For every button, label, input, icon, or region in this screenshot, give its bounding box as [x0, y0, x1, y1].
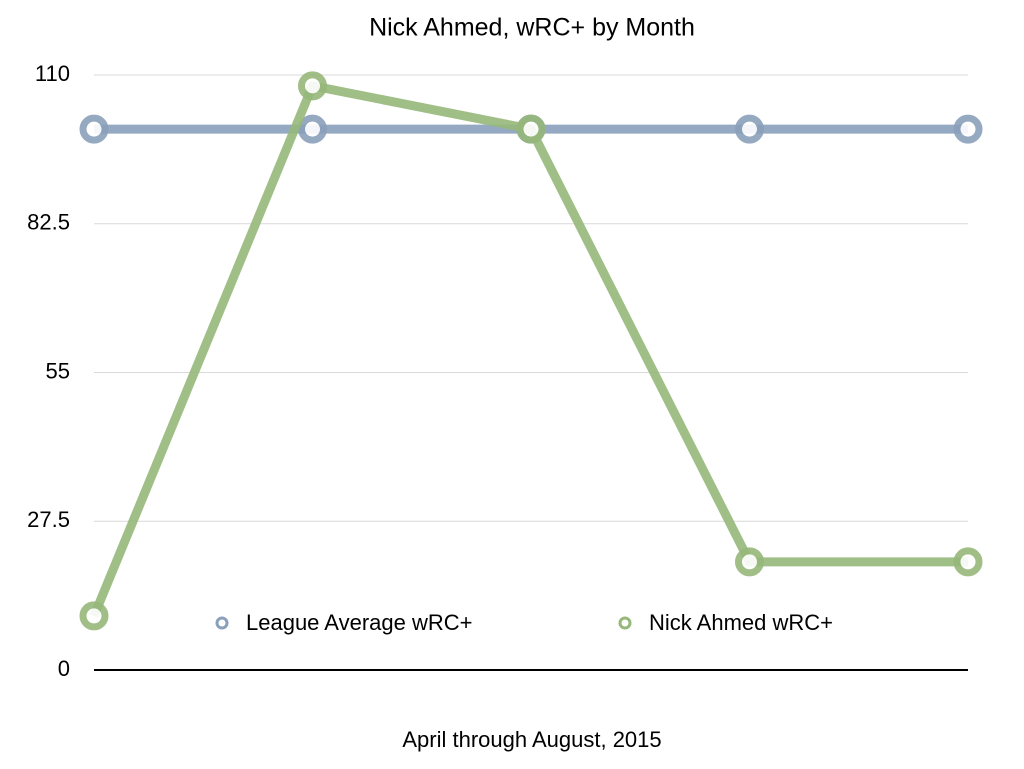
- y-tick-label: 82.5: [27, 210, 70, 235]
- data-point: [298, 114, 327, 144]
- data-point: [516, 114, 546, 144]
- legend-marker: [215, 616, 229, 630]
- data-point: [79, 601, 109, 631]
- data-point: [735, 114, 764, 144]
- y-tick-label: 55: [46, 358, 70, 383]
- x-axis-label: April through August, 2015: [402, 727, 661, 752]
- y-tick-label: 0: [58, 656, 70, 681]
- y-tick-label: 27.5: [27, 507, 70, 532]
- data-point: [953, 547, 983, 577]
- chart-title: Nick Ahmed, wRC+ by Month: [369, 14, 695, 42]
- series-line: [89, 81, 968, 618]
- data-point: [298, 71, 327, 101]
- legend-label: Nick Ahmed wRC+: [649, 610, 833, 635]
- legend-label: League Average wRC+: [246, 610, 472, 635]
- data-point: [735, 547, 764, 577]
- data-point: [79, 114, 109, 144]
- y-tick-label: 110: [35, 61, 70, 86]
- legend-marker: [618, 616, 632, 630]
- data-point: [953, 114, 983, 144]
